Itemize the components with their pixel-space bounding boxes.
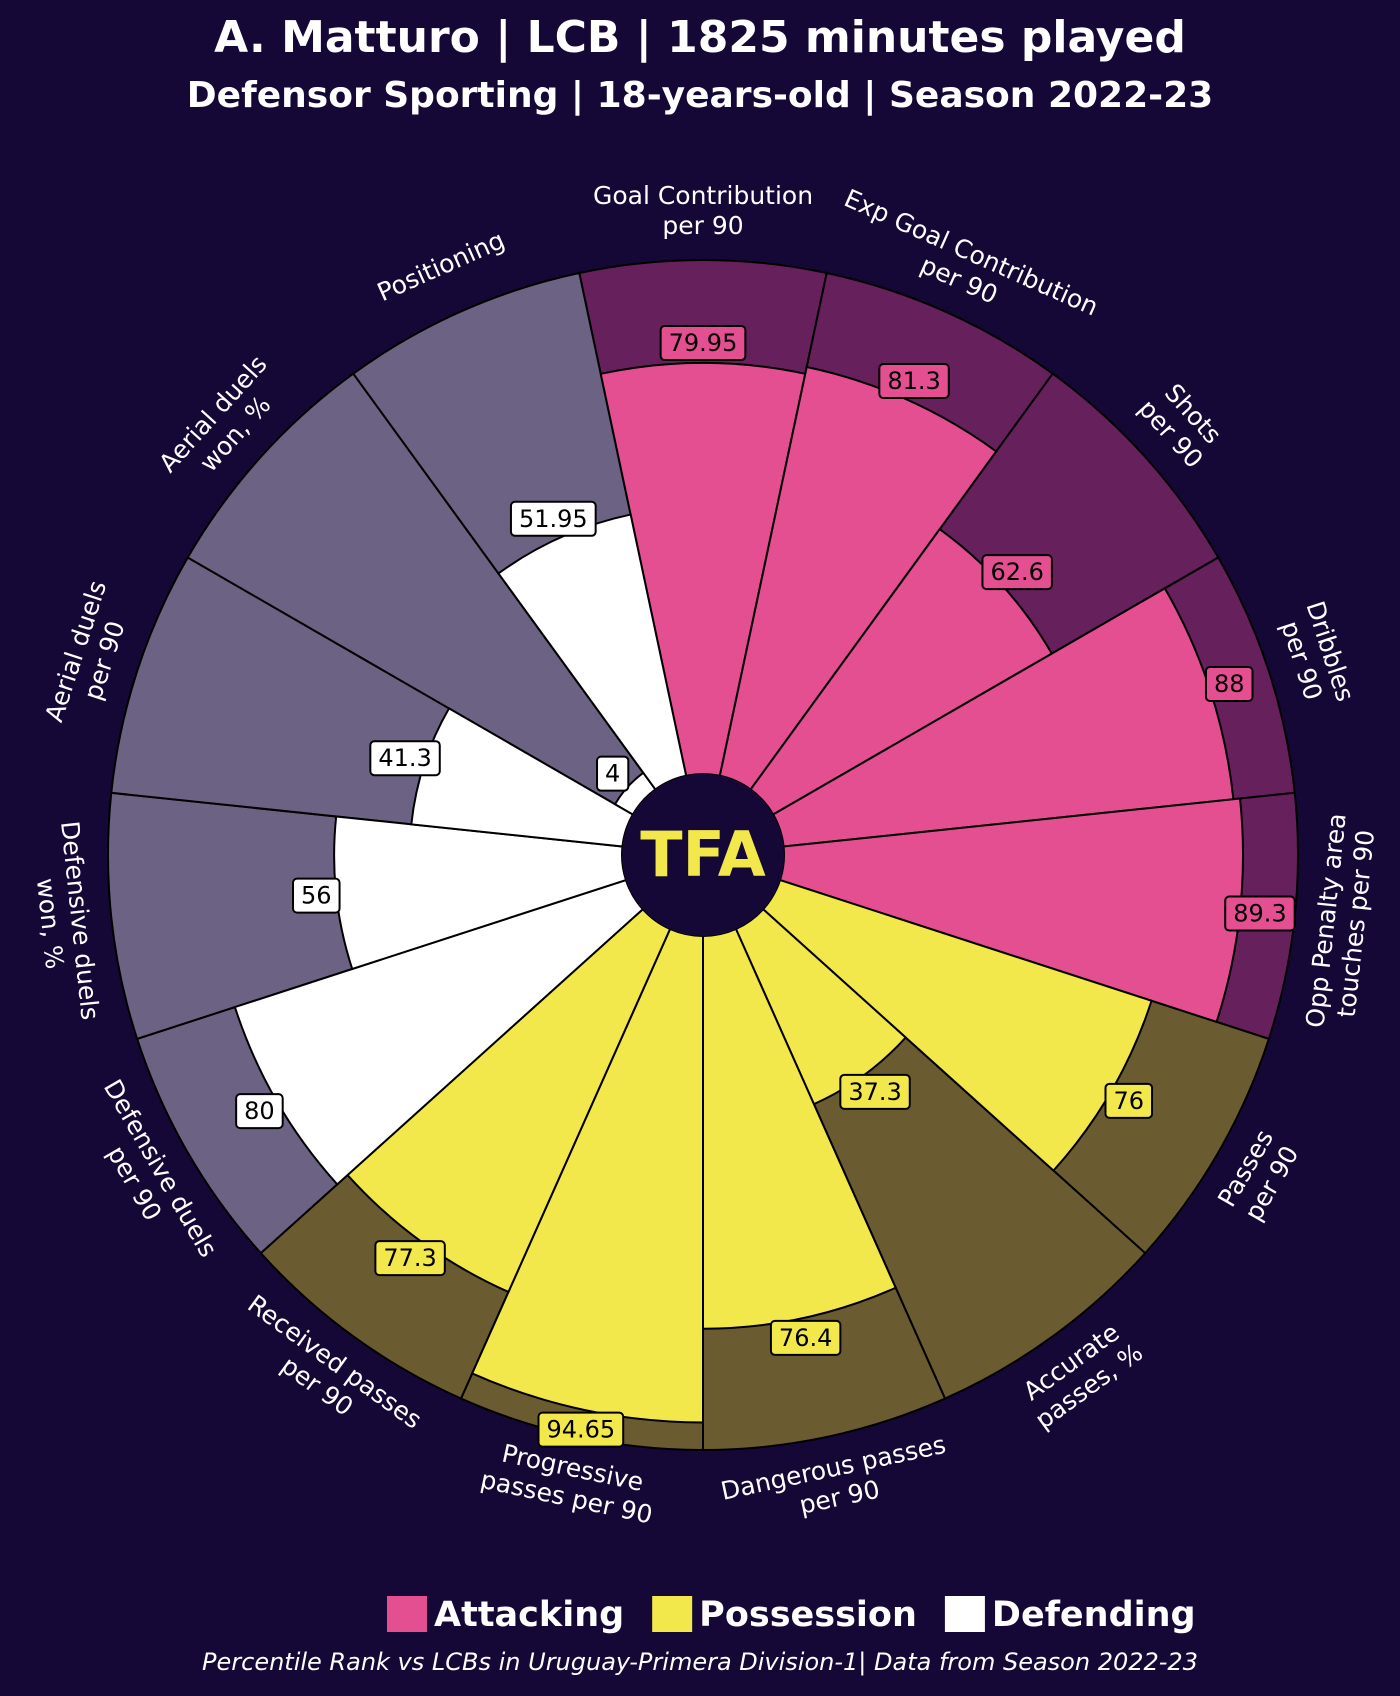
value-label: 94.65 (537, 1411, 625, 1448)
value-label-text: 89.3 (1233, 900, 1286, 928)
value-label: 41.3 (369, 740, 441, 777)
legend-swatch (387, 1596, 427, 1632)
value-label-text: 56 (301, 882, 332, 910)
value-label-box (369, 740, 441, 777)
value-label-box (509, 500, 597, 537)
value-label-box (981, 554, 1053, 591)
value-label-box (1224, 895, 1296, 932)
value-label-text: 80 (244, 1097, 275, 1125)
legend-label: Attacking (434, 1595, 624, 1635)
value-label-text: 94.65 (546, 1416, 615, 1444)
value-label: 4 (596, 755, 630, 792)
value-label: 81.3 (878, 362, 950, 399)
value-label: 79.95 (659, 325, 747, 362)
value-label: 37.3 (839, 1073, 911, 1110)
value-label: 80 (235, 1093, 284, 1130)
value-label-text: 4 (605, 760, 620, 788)
value-label-box (1204, 666, 1254, 703)
chart-subtitle: Defensor Sporting | 18-years-old | Seaso… (187, 75, 1213, 116)
value-label-text: 51.95 (519, 505, 588, 533)
value-label-text: 77.3 (383, 1244, 436, 1272)
chart-title: A. Matturo | LCB | 1825 minutes played (214, 12, 1186, 63)
value-label-box (659, 325, 747, 362)
value-label-box (1104, 1082, 1154, 1119)
value-label: 77.3 (374, 1240, 446, 1277)
value-label-text: 76 (1113, 1087, 1144, 1115)
value-label-text: 62.6 (990, 558, 1043, 586)
value-label: 76 (1104, 1082, 1154, 1119)
category-label-line: per 90 (662, 211, 743, 240)
value-label: 56 (292, 877, 341, 914)
category-label-line: Goal Contribution (593, 181, 813, 210)
legend-swatch (944, 1596, 985, 1632)
value-label: 88 (1204, 666, 1254, 703)
value-label-box (537, 1411, 625, 1448)
value-label-text: 76.4 (779, 1324, 832, 1352)
value-label-box (374, 1240, 446, 1277)
value-label-text: 41.3 (378, 744, 431, 772)
footnote: Percentile Rank vs LCBs in Uruguay-Prime… (202, 1648, 1198, 1676)
value-label-box (769, 1319, 842, 1356)
value-label-text: 79.95 (669, 329, 738, 357)
value-label-box (596, 755, 630, 792)
legend-label: Defending (992, 1595, 1196, 1635)
value-label-box (839, 1073, 911, 1110)
value-label: 89.3 (1224, 895, 1296, 932)
value-label-box (292, 877, 341, 914)
value-label: 62.6 (981, 554, 1053, 591)
value-label-text: 81.3 (887, 367, 940, 395)
center-logo-circle (622, 774, 784, 936)
legend-label: Possession (699, 1595, 917, 1635)
value-label: 51.95 (509, 500, 597, 537)
value-label-text: 37.3 (848, 1078, 901, 1106)
value-label-text: 88 (1214, 670, 1245, 698)
center-logo: TFA (640, 818, 766, 891)
value-label: 76.4 (769, 1319, 842, 1356)
legend-swatch (652, 1596, 693, 1632)
value-label-box (878, 362, 950, 399)
value-label-box (235, 1093, 284, 1130)
